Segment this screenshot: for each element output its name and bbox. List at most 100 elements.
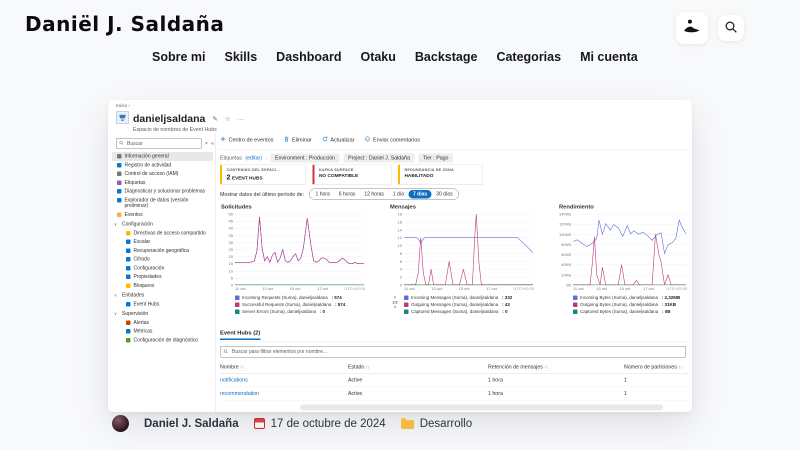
breadcrumb-home[interactable]: Inicio	[116, 103, 128, 109]
legend-item[interactable]: Outgoing Messages (Suma), danieljsaldana…	[404, 302, 534, 307]
site-logo[interactable]: Daniël J. Saldaña	[25, 12, 225, 36]
nav-item-mi-cuenta[interactable]: Mi cuenta	[580, 50, 638, 64]
edit-icon[interactable]: ✎	[212, 114, 218, 123]
nav-item-categorias[interactable]: Categorias	[496, 50, 562, 64]
cell-nombre[interactable]: notifications	[220, 377, 248, 383]
sort-icon: ↑↓	[365, 365, 370, 370]
sidebar-item-eventos[interactable]: Eventos	[112, 210, 213, 219]
sidebar-item-configuraci-n-de-diagn-stico[interactable]: Configuración de diagnóstico	[112, 336, 213, 345]
time-option-6-horas[interactable]: 6 horas	[338, 191, 356, 198]
chart-legend: Incoming Bytes (Suma), danieljsaldana : …	[573, 295, 687, 314]
calendar-icon	[253, 418, 265, 429]
x-tick: 11 oct	[404, 286, 415, 292]
sidebar-item-recuperaci-n-geogr-fica[interactable]: Recuperación geográfica	[112, 246, 213, 255]
sidebar-item-event-hubs[interactable]: Event Hubs	[112, 300, 213, 309]
sidebar-search[interactable]	[116, 138, 202, 149]
chart-solicitudes: Solicitudes 50 45 40 35 30 25 20 15 10 5 0 11 oct 13 …	[220, 204, 365, 314]
post-featured-image[interactable]: Inicio › danieljsaldana ✎ ☆ ··· Espacio …	[108, 100, 692, 412]
nav-item-otaku[interactable]: Otaku	[360, 50, 396, 64]
column-header-nombre[interactable]: Nombre ↑↓	[220, 364, 245, 370]
y-tick: 12	[397, 235, 402, 240]
chart-plot[interactable]: 18 16 14 12 10 8 6 4 2 0	[398, 212, 533, 287]
time-option-1-d-a[interactable]: 1 día	[392, 191, 404, 198]
more-icon[interactable]: ···	[237, 115, 245, 123]
sidebar-item-cifrado[interactable]: Cifrado	[112, 255, 213, 264]
sidebar-item-control-de-acceso-iam[interactable]: Control de acceso (IAM)	[112, 170, 213, 179]
legend-item[interactable]: Incoming Requests (Suma), danieljsaldana…	[235, 295, 365, 300]
clear-icon[interactable]: ×	[204, 140, 208, 147]
sidebar-item-configuraci-n[interactable]: ∨ Configuración	[112, 220, 213, 229]
cell-nombre[interactable]: recommendation	[220, 390, 260, 397]
chart-plot[interactable]: 140KB 120KB 100KB 80KB 60KB 40KB 20KB 0B	[559, 212, 686, 287]
table-row[interactable]: recommendation Active 1 hora 1	[220, 387, 688, 401]
table-filter-search[interactable]	[220, 346, 686, 358]
sidebar-search-row: × «	[116, 138, 214, 149]
cell-estado: Active	[348, 377, 363, 383]
sidebar-item-diagnosticar-y-solucionar-problemas[interactable]: Diagnosticar y solucionar problemas	[112, 187, 213, 196]
sidebar-item-directivas-de-acceso-compartido[interactable]: Directivas de acceso compartido	[112, 229, 213, 238]
legend-item[interactable]: Incoming Messages (Suma), danieljsaldana…	[404, 295, 534, 300]
nav-item-backstage[interactable]: Backstage	[414, 50, 478, 64]
nav-item-skills[interactable]: Skills	[224, 50, 258, 64]
post-category[interactable]: Desarrollo	[419, 417, 473, 430]
toolbar-centro-de-eventos[interactable]: Centro de eventos	[220, 136, 273, 144]
horizontal-scrollbar[interactable]	[300, 404, 663, 411]
tab-event-hubs[interactable]: Event Hubs (2)	[220, 330, 261, 340]
legend-item[interactable]: Captured Messages (Suma), danieljsaldana…	[404, 309, 534, 314]
time-option-1-hora[interactable]: 1 hora	[315, 191, 330, 198]
toolbar-enviar-comentarios[interactable]: Enviar comentarios	[364, 136, 420, 144]
column-header-n-mero-de-particiones[interactable]: Número de particiones ↑↓	[624, 364, 683, 370]
search-button[interactable]	[718, 15, 744, 41]
legend-item[interactable]: Incoming Bytes (Suma), danieljsaldana : …	[573, 295, 687, 300]
sidebar-item-etiquetas[interactable]: Etiquetas	[112, 178, 213, 187]
legend-pager[interactable]: ∧ 1/2 ∨	[392, 295, 398, 310]
author-name[interactable]: Daniel J. Saldaña	[144, 417, 239, 430]
column-header-retenci-n-de-mensajes[interactable]: Retención de mensajes ↑↓	[488, 364, 549, 370]
table-row[interactable]: notifications Active 1 hora 1	[220, 374, 688, 387]
sidebar-label: Configuración	[133, 265, 165, 271]
favorite-star-icon[interactable]: ☆	[224, 114, 231, 123]
y-tick: 40KB	[561, 262, 571, 267]
sidebar-label: Eventos	[124, 211, 143, 218]
time-option-7-d-as[interactable]: 7 días	[408, 190, 432, 199]
sidebar-item-m-tricas[interactable]: Métricas	[112, 327, 213, 336]
x-tick: 15 oct	[458, 286, 470, 292]
legend-item[interactable]: Captured Bytes (Suma), danieljsaldana : …	[573, 309, 687, 314]
sidebar-item-supervisi-n[interactable]: ∨ Supervisión	[112, 310, 213, 319]
toolbar-actualizar[interactable]: Actualizar	[322, 136, 354, 144]
post-date-group: 17 de octubre de 2024	[253, 418, 386, 430]
profile-button[interactable]	[676, 12, 708, 44]
x-tick: 13 oct	[596, 286, 608, 292]
sidebar-item-informaci-n-general[interactable]: Información general	[112, 152, 213, 161]
toolbar-eliminar[interactable]: Eliminar	[283, 136, 312, 144]
sort-icon: ↑↓	[678, 365, 683, 370]
sidebar-item-entidades[interactable]: ∨ Entidades	[112, 291, 213, 300]
plus-icon	[220, 136, 226, 144]
collapse-icon[interactable]: «	[210, 140, 214, 147]
tag-pill-environment-producci-n: Environment : Producción	[270, 153, 340, 163]
table-filter-input[interactable]	[231, 348, 683, 355]
chart-plot[interactable]: 50 45 40 35 30 25 20 15 10 5 0	[229, 212, 364, 287]
folder-icon	[400, 418, 414, 429]
sidebar-item-configuraci-n[interactable]: Configuración	[112, 264, 213, 273]
sidebar-item-registro-de-actividad[interactable]: Registro de actividad	[112, 161, 213, 170]
sidebar-item-escalar[interactable]: Escalar	[112, 238, 213, 247]
sidebar-search-input[interactable]	[126, 140, 199, 147]
card-value: HABILITADO	[404, 173, 434, 179]
tags-edit-link[interactable]: (editar)	[245, 155, 263, 161]
legend-item[interactable]: Successful Requests (Suma), danieljsalda…	[235, 302, 365, 307]
tags-label: Etiquetas	[220, 155, 242, 161]
sidebar-item-alertas[interactable]: Alertas	[112, 318, 213, 327]
legend-item[interactable]: Outgoing Bytes (Suma), danieljsaldana : …	[573, 302, 687, 307]
nav-item-sobre-mi[interactable]: Sobre mi	[152, 50, 206, 64]
column-header-estado[interactable]: Estado ↑↓	[348, 364, 370, 370]
info-card-contenido-del-espaci: CONTENIDO DEL ESPACI... 2 EVENT HUBS	[220, 164, 306, 185]
sidebar-item-bloqueos[interactable]: Bloqueos	[112, 281, 213, 290]
azure-portal-screenshot: Inicio › danieljsaldana ✎ ☆ ··· Espacio …	[108, 100, 692, 412]
time-option-12-horas[interactable]: 12 horas	[364, 191, 384, 198]
time-option-30-d-as[interactable]: 30 días	[436, 191, 453, 198]
legend-item[interactable]: Server Errors (Suma), danieljsaldana : 0	[235, 309, 365, 314]
nav-item-dashboard[interactable]: Dashboard	[276, 50, 342, 64]
sidebar-item-explorador-de-datos-versi-n-preliminar[interactable]: Explorador de datos (versión preliminar)	[112, 196, 213, 211]
sidebar-item-propiedades[interactable]: Propiedades	[112, 273, 213, 282]
